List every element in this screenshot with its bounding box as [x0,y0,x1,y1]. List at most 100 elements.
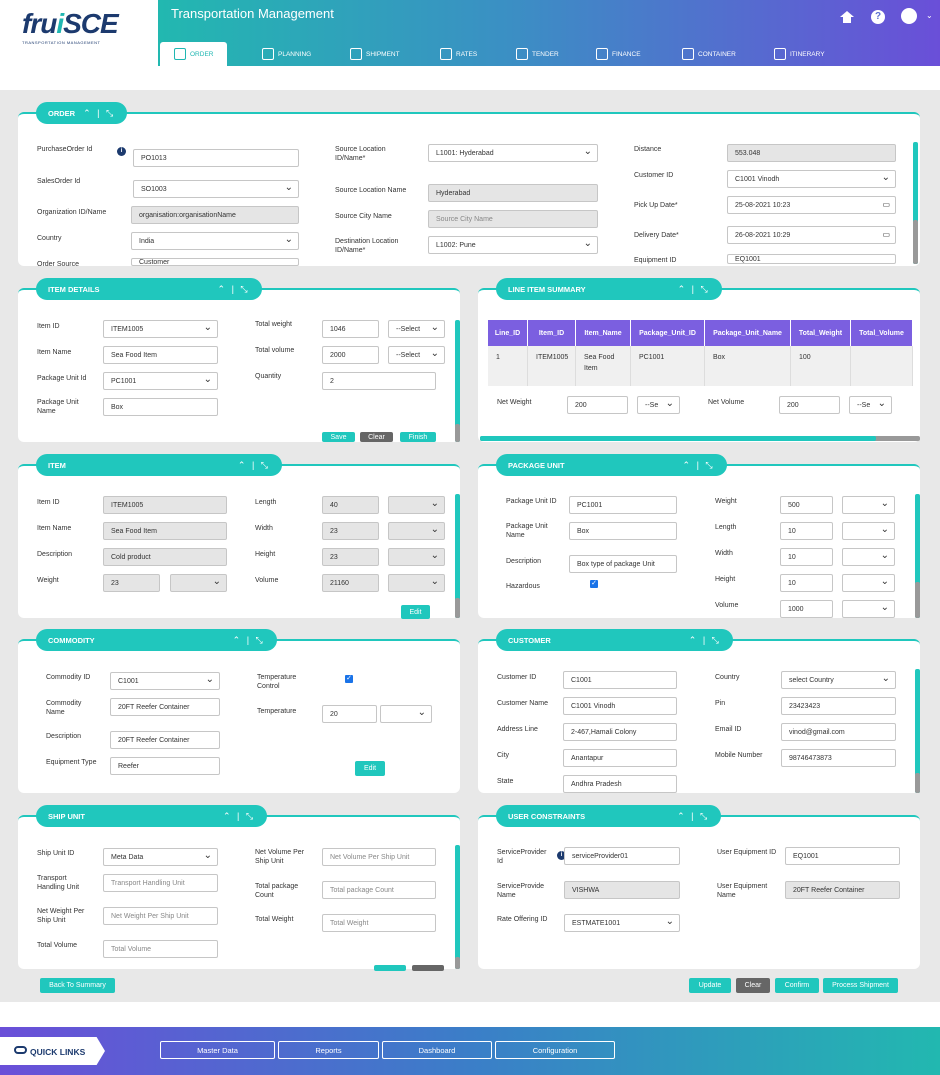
item-scrollbar[interactable] [455,494,460,618]
ship-unit-id-select[interactable]: Meta Data [103,848,218,866]
pickup-date-input[interactable]: 25-08-2021 10:23 [727,196,896,214]
confirm-button[interactable]: Confirm [775,978,819,993]
state-input[interactable]: Andhra Pradesh [563,775,677,793]
help-icon[interactable]: ? [871,10,885,24]
net-weight-input[interactable]: 200 [567,396,628,414]
src-loc-select[interactable]: L1001: Hyderabad [428,144,598,162]
back-to-summary-button[interactable]: Back To Summary [40,978,115,993]
nw-input[interactable]: Net Weight Per Ship Unit [103,907,218,925]
pkg-volume-input[interactable]: 1000 [780,600,833,618]
info-icon[interactable]: i [117,147,126,156]
cust-id-input[interactable]: C1001 [563,671,677,689]
quicklink-master-data[interactable]: Master Data [160,1041,275,1059]
country-select[interactable]: India [131,232,299,250]
customer-scrollbar[interactable] [915,669,920,793]
ship-unit-scrollbar[interactable] [455,845,460,969]
pkg-length-input[interactable]: 10 [780,522,833,540]
order-scrollbar[interactable] [913,142,918,264]
temperature-input[interactable]: 20 [322,705,377,723]
collapse-icon[interactable]: ⌃ | ⤡ [237,459,271,470]
city-input[interactable]: Anantapur [563,749,677,767]
total-weight-input[interactable]: 1046 [322,320,379,338]
net-weight-unit-select[interactable]: --Se [637,396,680,414]
tab-shipment[interactable]: SHIPMENT [350,42,400,66]
sp-id-input[interactable]: serviceProvider01 [564,847,680,865]
commodity-edit-button[interactable]: Edit [355,761,385,776]
collapse-icon[interactable]: ⌃ | ⤡ [677,283,710,294]
tv-input[interactable]: Total Volume [103,940,218,958]
quantity-input[interactable]: 2 [322,372,436,390]
mobile-input[interactable]: 98746473873 [781,749,896,767]
temperature-unit-select[interactable] [380,705,432,723]
nv-input[interactable]: Net Volume Per Ship Unit [322,848,436,866]
collapse-icon[interactable]: ⌃ | ⤡ [83,107,116,118]
ueq-id-input[interactable]: EQ1001 [785,847,900,865]
finish-button[interactable]: Finish [400,432,436,442]
tab-container[interactable]: CONTAINER [682,42,736,66]
equipment-type-input[interactable]: Reefer [110,757,220,775]
clear-button[interactable]: Clear [360,432,393,442]
ship-unit-action-button[interactable] [374,965,406,971]
tab-planning[interactable]: PLANNING [262,42,311,66]
rate-offering-select[interactable]: ESTMATE1001 [564,914,680,932]
pkg-volume-unit-select[interactable] [842,600,895,618]
quicklink-reports[interactable]: Reports [278,1041,379,1059]
order-source-select[interactable]: Customer [131,258,299,266]
equipment-input[interactable]: EQ1001 [727,254,896,264]
volume-unit-select[interactable]: --Select [388,346,445,364]
quicklink-configuration[interactable]: Configuration [495,1041,615,1059]
cust-country-select[interactable]: select Country [781,671,896,689]
brand-logo[interactable]: fruiSCE TRANSPORTATION MANAGEMENT [0,0,158,66]
net-volume-unit-select[interactable]: --Se [849,396,892,414]
email-input[interactable]: vinod@gmail.com [781,723,896,741]
update-button[interactable]: Update [689,978,731,993]
total-volume-input[interactable]: 2000 [322,346,379,364]
pkg-width-input[interactable]: 10 [780,548,833,566]
collapse-icon[interactable]: ⌃ | ⤡ [217,283,250,294]
pkg-weight-unit-select[interactable] [842,496,895,514]
tab-tender[interactable]: TENDER [516,42,559,66]
save-button[interactable]: Save [322,432,355,442]
item-id-select[interactable]: ITEM1005 [103,320,218,338]
commodity-name-input[interactable]: 20FT Reefer Container [110,698,220,716]
pin-input[interactable]: 23423423 [781,697,896,715]
collapse-icon[interactable]: ⌃ | ⤡ [688,634,721,645]
commodity-desc-input[interactable]: 20FT Reefer Container [110,731,220,749]
info-icon[interactable]: i [557,851,566,860]
weight-unit-select[interactable]: --Select [388,320,445,338]
pkg-length-unit-select[interactable] [842,522,895,540]
home-icon[interactable] [840,11,854,17]
collapse-icon[interactable]: ⌃ | ⤡ [222,810,256,821]
pkg-name-input[interactable]: Box [569,522,677,540]
thu-input[interactable]: Transport Handling Unit [103,874,218,892]
delivery-date-input[interactable]: 26-08-2021 10:29 [727,226,896,244]
cust-name-input[interactable]: C1001 Vinodh [563,697,677,715]
temp-control-checkbox[interactable]: ✓ [345,675,353,683]
po-input[interactable]: PO1013 [133,149,299,167]
net-volume-input[interactable]: 200 [779,396,840,414]
so-select[interactable]: SO1003 [133,180,299,198]
quicklink-dashboard[interactable]: Dashboard [382,1041,492,1059]
user-menu-chevron-icon[interactable]: ⌄ [926,11,933,20]
address-input[interactable]: 2-467,Hamali Colony [563,723,677,741]
customer-id-select[interactable]: C1001 Vinodh [727,170,896,188]
commodity-id-select[interactable]: C1001 [110,672,220,690]
pkg-id-input[interactable]: PC1001 [569,496,677,514]
pkg-unit-select[interactable]: PC1001 [103,372,218,390]
tab-rates[interactable]: RATES [440,42,477,66]
tab-itinerary[interactable]: ITINERARY [774,42,825,66]
pkg-desc-input[interactable]: Box type of package Unit [569,555,677,573]
pkg-weight-input[interactable]: 500 [780,496,833,514]
edit-button[interactable]: Edit [401,605,430,619]
pkg-height-input[interactable]: 10 [780,574,833,592]
pkg-width-unit-select[interactable] [842,548,895,566]
collapse-icon[interactable]: ⌃ | ⤡ [232,634,265,645]
clear-all-button[interactable]: Clear [736,978,770,993]
user-avatar-icon[interactable] [901,8,917,24]
item-name-input[interactable]: Sea Food Item [103,346,218,364]
collapse-icon[interactable]: ⌃ | ⤡ [682,459,715,470]
pkg-height-unit-select[interactable] [842,574,895,592]
pkg-unit-name-input[interactable]: Box [103,398,218,416]
tab-finance[interactable]: FINANCE [596,42,641,66]
package-unit-scrollbar[interactable] [915,494,920,618]
